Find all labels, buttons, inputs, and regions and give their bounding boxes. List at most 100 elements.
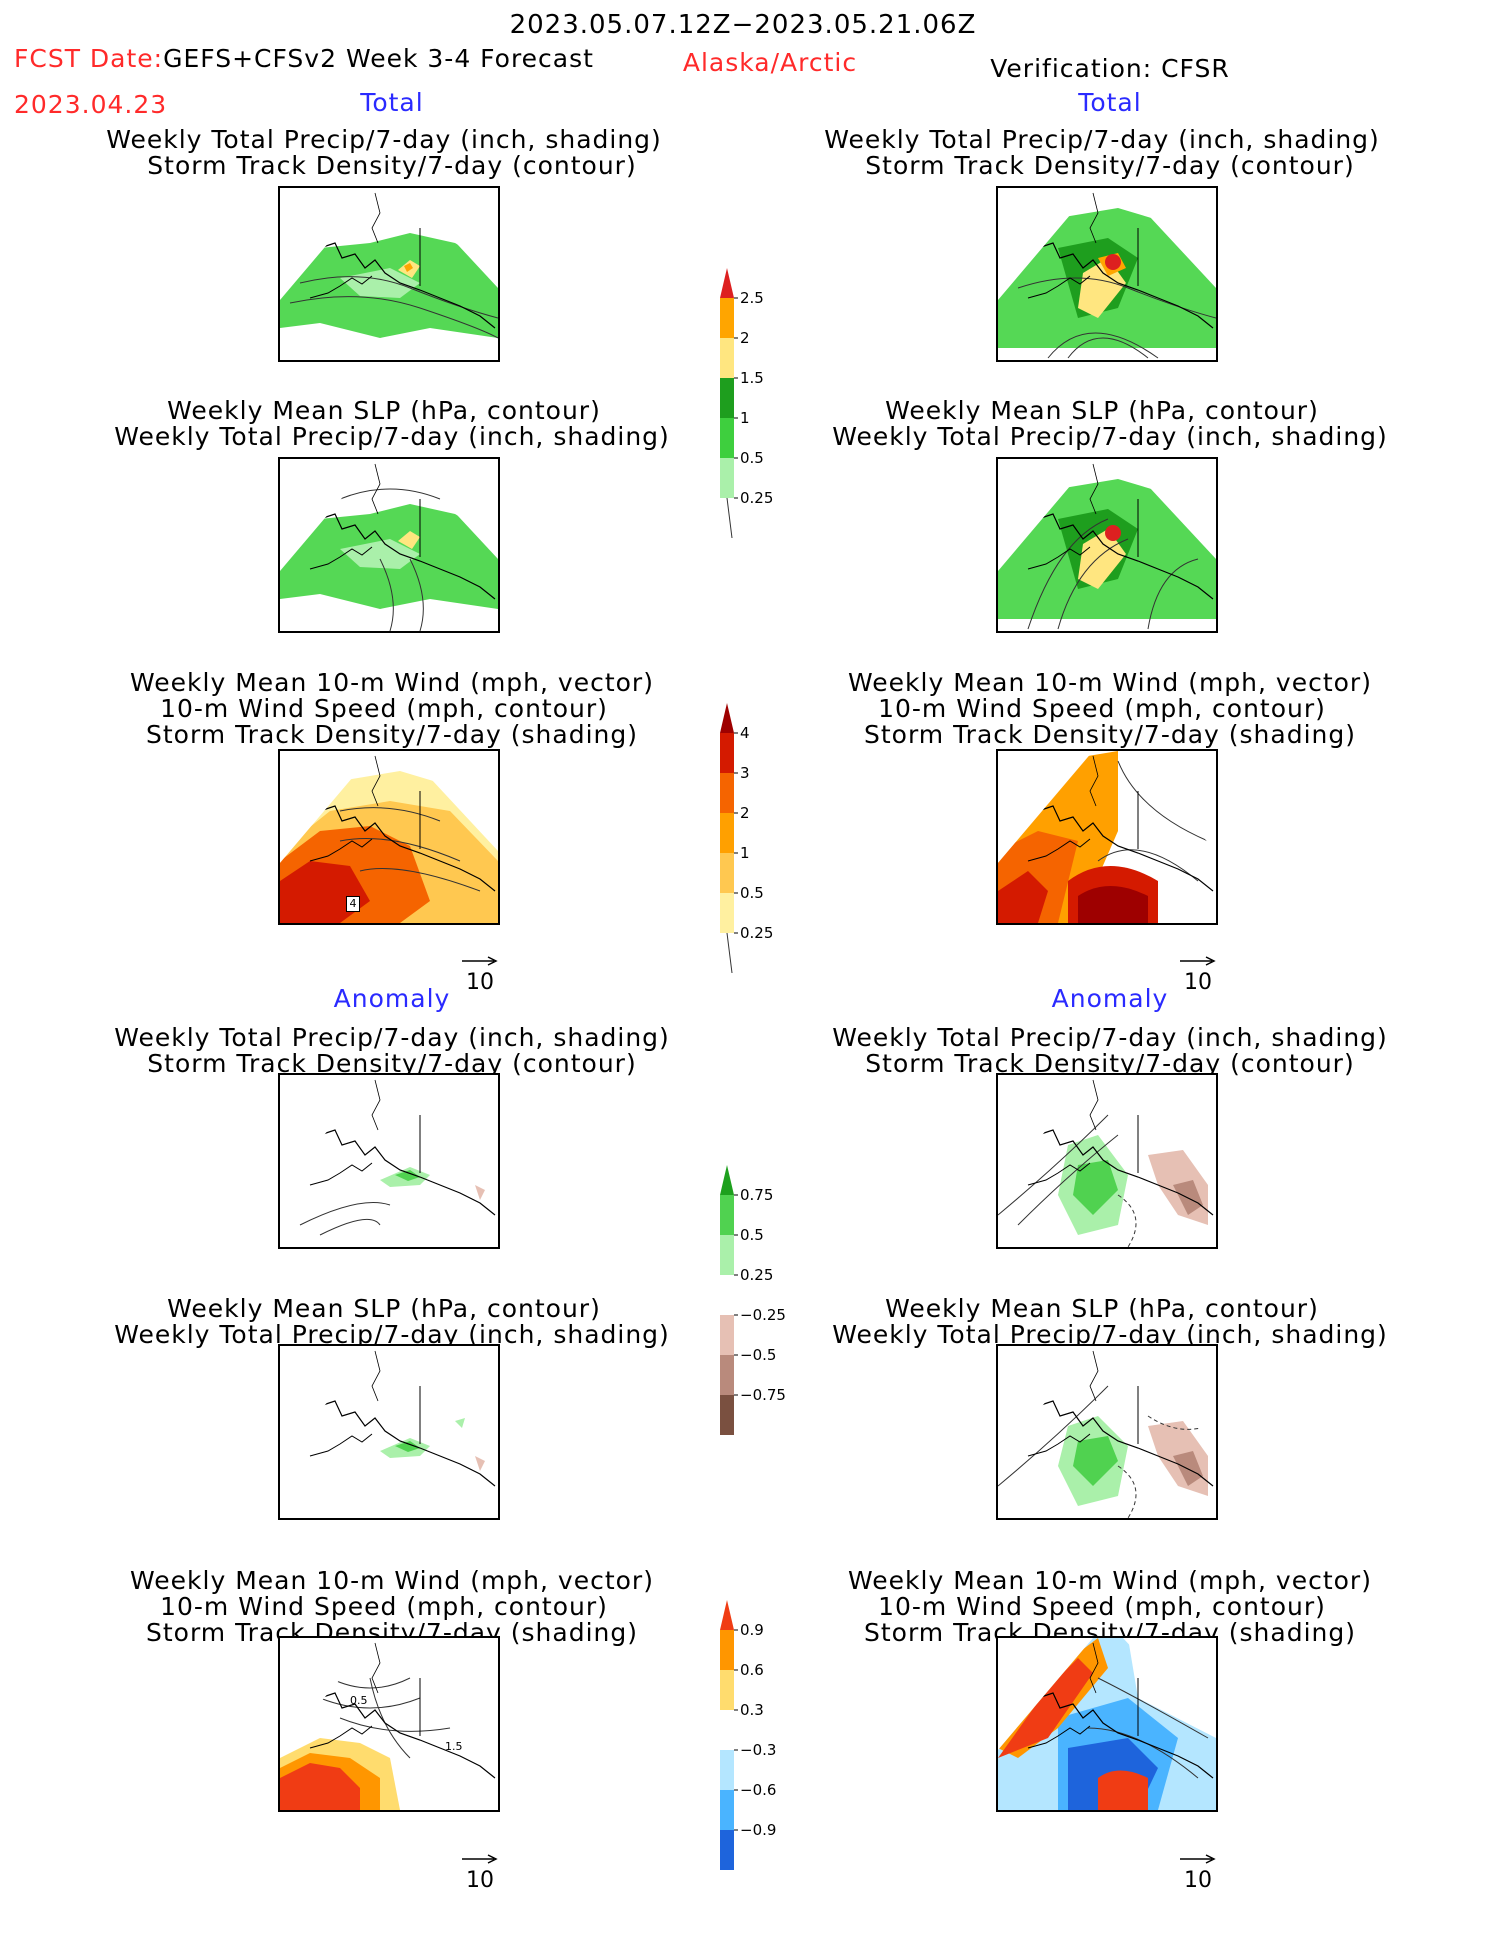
map-total-wind-verification (996, 749, 1218, 925)
colorbar-segment (720, 1355, 734, 1395)
map-total-slp-forecast (278, 457, 500, 633)
map-anomaly-slp-verification (996, 1344, 1218, 1520)
colorbar-segment (720, 1315, 734, 1355)
colorbar-segment (720, 853, 734, 893)
colorbar-tick-label: 0.25 (740, 1266, 773, 1284)
title-line: Weekly Mean 10-m Wind (mph, vector) (130, 668, 654, 697)
section-anomaly-right: Anomaly (1051, 984, 1169, 1013)
colorbar-tick-label: 2 (740, 804, 750, 822)
title-line: Weekly Mean SLP (hPa, contour) (885, 1294, 1319, 1323)
fcst-model: GEFS+CFSv2 Week 3-4 Forecast (163, 44, 594, 73)
colorbar-precip-total: 2.5 2 1.5 1 0.5 0.25 (720, 268, 800, 582)
verification-label: Verification: CFSR (990, 54, 1230, 83)
map-anomaly-precip-forecast (278, 1073, 500, 1249)
colorbar-segment (720, 1275, 734, 1315)
colorbar-segment (720, 773, 734, 813)
colorbar-top-arrow (720, 1600, 734, 1630)
vector-reference-arrow-icon (462, 956, 498, 966)
fcst-header: FCST Date:GEFS+CFSv2 Week 3-4 Forecast (14, 46, 594, 72)
colorbar-precip-anom: 0.75 0.5 0.25 −0.25 −0.5 −0.75 (720, 1165, 800, 1519)
map-anomaly-wind-forecast: 0.5 1.5 (278, 1636, 500, 1812)
colorbar-segment (720, 1710, 734, 1750)
colorbar-segment (720, 298, 734, 338)
map-total-precip-forecast (278, 186, 500, 362)
title-line: Weekly Total Precip/7-day (inch, shading… (106, 125, 662, 154)
section-anomaly-left: Anomaly (333, 984, 451, 1013)
title-line: Storm Track Density/7-day (shading) (145, 720, 639, 749)
title-line: Weekly Mean 10-m Wind (mph, vector) (848, 1566, 1372, 1595)
colorbar-tick-label: 2 (740, 329, 750, 347)
colorbar-tick-label: −0.3 (740, 1741, 776, 1759)
period-title: 2023.05.07.12Z−2023.05.21.06Z (509, 10, 977, 40)
title-line: Storm Track Density/7-day (shading) (863, 720, 1357, 749)
colorbar-tail (726, 932, 733, 974)
title-line: Weekly Total Precip/7-day (inch, shading… (832, 422, 1388, 451)
region-label: Alaska/Arctic (682, 48, 858, 77)
vector-reference-arrow-icon (1180, 1854, 1216, 1864)
colorbar-segment (720, 1235, 734, 1275)
colorbar-tick-label: −0.9 (740, 1821, 776, 1839)
colorbar-top-arrow (720, 1165, 734, 1195)
map-anomaly-slp-forecast (278, 1344, 500, 1520)
colorbar-storm-anom: 0.9 0.6 0.3 −0.3 −0.6 −0.9 (720, 1600, 800, 1954)
colorbar-segment (720, 1395, 734, 1435)
title-line: 10-m Wind Speed (mph, contour) (160, 694, 608, 723)
title-line: Weekly Mean SLP (hPa, contour) (167, 1294, 601, 1323)
contour-label: 1.5 (445, 1740, 463, 1753)
colorbar-tick-label: −0.75 (740, 1386, 786, 1404)
title-line: Storm Track Density/7-day (contour) (147, 151, 637, 180)
title-line: Weekly Mean SLP (hPa, contour) (167, 396, 601, 425)
colorbar-tick-label: −0.5 (740, 1346, 776, 1364)
section-total-right: Total (1078, 88, 1142, 117)
colorbar-segment (720, 1790, 734, 1830)
vector-reference-label: 10 (1184, 970, 1212, 995)
title-line: Weekly Mean SLP (hPa, contour) (885, 396, 1319, 425)
colorbar-top-arrow (720, 703, 734, 733)
colorbar-segment (720, 1750, 734, 1790)
vector-reference-label: 10 (1184, 1868, 1212, 1893)
colorbar-segment (720, 733, 734, 773)
map-anomaly-wind-verification (996, 1636, 1218, 1812)
title-line: Weekly Mean 10-m Wind (mph, vector) (130, 1566, 654, 1595)
colorbar-tick-label: 0.25 (740, 489, 773, 507)
title-line: Weekly Total Precip/7-day (inch, shading… (832, 1023, 1388, 1052)
title-line: Storm Track Density/7-day (contour) (865, 1049, 1355, 1078)
fcst-date-label: FCST Date: (14, 44, 164, 73)
colorbar-segment (720, 378, 734, 418)
colorbar-storm-total: 4 3 2 1 0.5 0.25 (720, 703, 800, 1017)
colorbar-tail (726, 497, 733, 539)
title-line: Weekly Total Precip/7-day (inch, shading… (832, 1320, 1388, 1349)
fcst-date: 2023.04.23 (14, 90, 168, 119)
colorbar-segment (720, 418, 734, 458)
vector-reference-label: 10 (466, 1868, 494, 1893)
title-line: 10-m Wind Speed (mph, contour) (160, 1592, 608, 1621)
title-line: Weekly Total Precip/7-day (inch, shading… (824, 125, 1380, 154)
colorbar-tick-label: 0.3 (740, 1701, 764, 1719)
map-total-wind-forecast: 4 (278, 749, 500, 925)
title-line: 10-m Wind Speed (mph, contour) (878, 1592, 1326, 1621)
colorbar-segment (720, 1195, 734, 1235)
colorbar-tick-label: 0.25 (740, 924, 773, 942)
title-line: Storm Track Density/7-day (contour) (147, 1049, 637, 1078)
title-line: Weekly Total Precip/7-day (inch, shading… (114, 1320, 670, 1349)
colorbar-tick-label: 4 (740, 724, 750, 742)
colorbar-tick-label: −0.6 (740, 1781, 776, 1799)
colorbar-segment (720, 893, 734, 933)
colorbar-segment (720, 813, 734, 853)
colorbar-tick-label: 2.5 (740, 289, 764, 307)
colorbar-segment (720, 1830, 734, 1870)
colorbar-tick-label: 1.5 (740, 369, 764, 387)
title-line: Weekly Total Precip/7-day (inch, shading… (114, 1023, 670, 1052)
colorbar-tick-label: 0.5 (740, 884, 764, 902)
contour-label: 4 (346, 896, 360, 912)
colorbar-segment (720, 338, 734, 378)
colorbar-tick-label: 0.75 (740, 1186, 773, 1204)
map-total-slp-verification (996, 457, 1218, 633)
colorbar-tick-label: 0.5 (740, 1226, 764, 1244)
colorbar-tick-label: −0.25 (740, 1306, 786, 1324)
colorbar-top-arrow (720, 268, 734, 298)
vector-reference-arrow-icon (1180, 956, 1216, 966)
colorbar-tick-label: 0.5 (740, 449, 764, 467)
title-line: Weekly Mean 10-m Wind (mph, vector) (848, 668, 1372, 697)
map-total-precip-verification (996, 186, 1218, 362)
